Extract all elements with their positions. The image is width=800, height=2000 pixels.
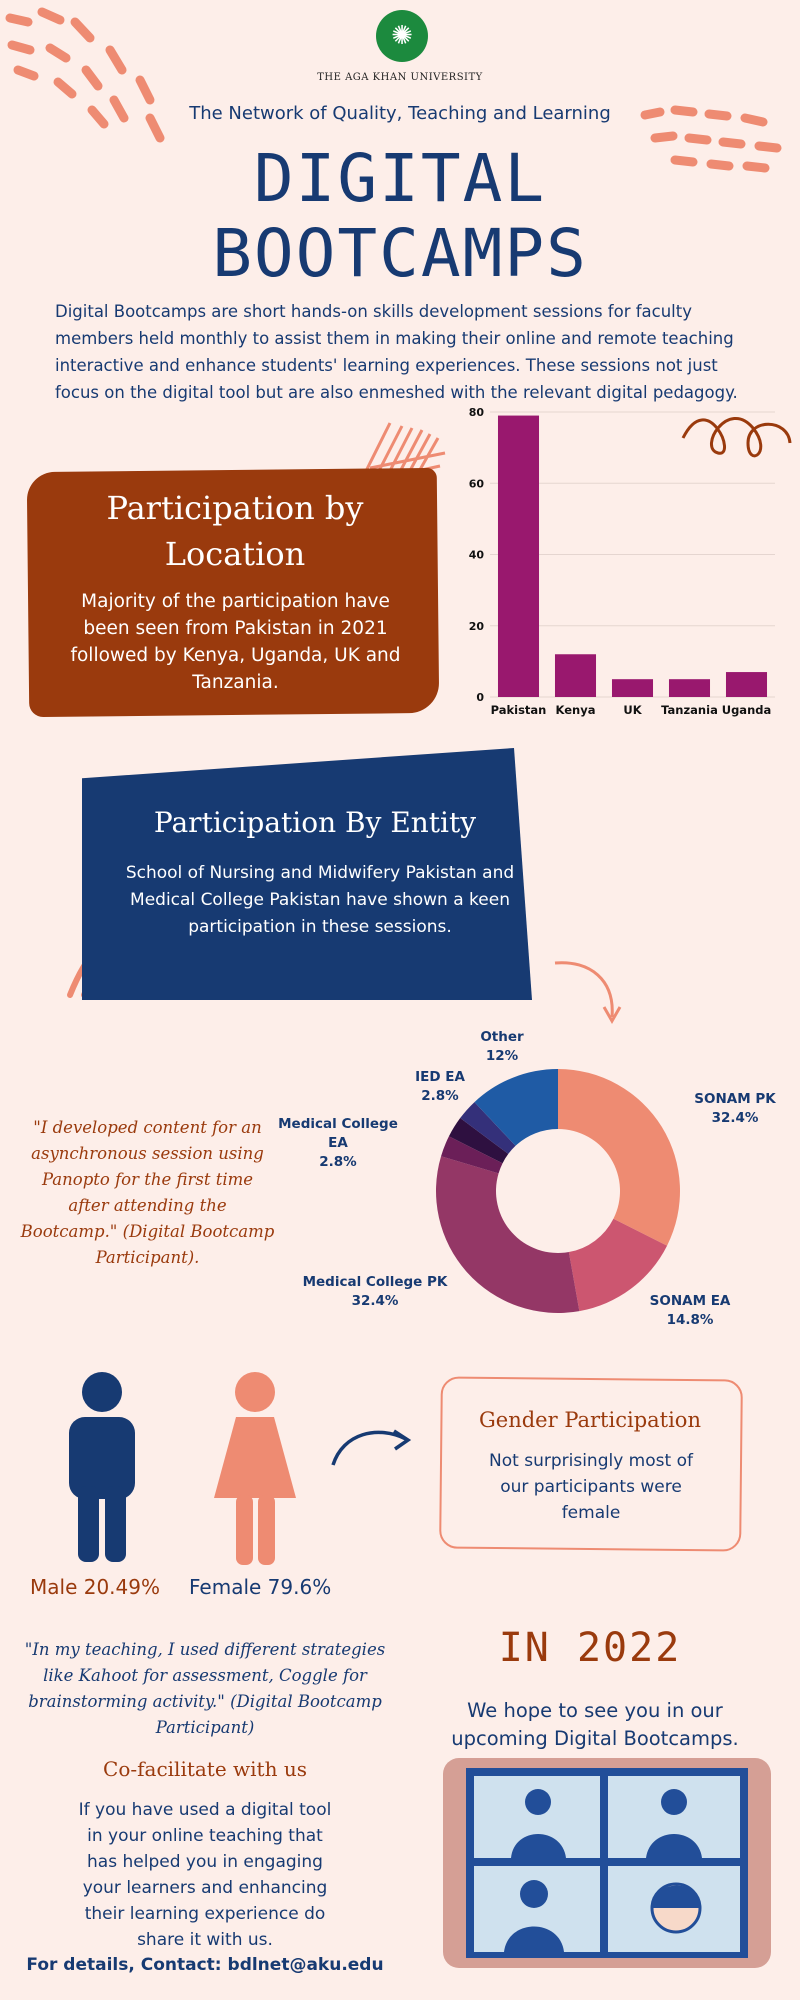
donut-label-name: IED EA [415,1069,465,1085]
bar [725,672,768,697]
network-tagline: The Network of Quality, Teaching and Lea… [189,103,611,124]
intro-paragraph: Digital Bootcamps are short hands-on ski… [55,302,738,402]
bar [554,654,597,697]
donut-label-value: 2.8% [319,1154,357,1170]
video-call-people-icon [504,1789,702,1952]
cofacilitate-title: Co-facilitate with us [103,1757,307,1781]
entity-card [82,748,532,1000]
x-tick-label: UK [623,703,642,717]
contact-line: For details, Contact: bdlnet@aku.edu [26,1955,384,1975]
donut-label: Medical College EA 2.8% [268,1115,408,1172]
x-tick-label: Pakistan [491,703,547,717]
donut-label-value: 32.4% [711,1110,759,1126]
donut-slice [441,1136,503,1174]
donut-label-value: 14.8% [666,1312,714,1328]
donut-label-value: 12% [485,1048,519,1064]
year-2022-text: We hope to see you in our upcoming Digit… [451,1699,739,1750]
donut-slice [460,1102,516,1154]
y-tick-label: 60 [469,477,485,490]
year-2022-title: IN 2022 [498,1625,682,1671]
page-title-line2: BOOTCAMPS [212,215,588,292]
female-figure-icon [214,1372,296,1565]
entity-text: School of Nursing and Midwifery Pakistan… [125,863,515,937]
donut-slice [448,1118,509,1164]
bar [611,679,654,697]
male-percentage: Male 20.49% [30,1575,160,1599]
location-text: Majority of the participation have been … [70,591,401,693]
female-percentage: Female 79.6% [189,1575,332,1599]
x-tick-label: Uganda [722,703,772,717]
x-tick-label: Kenya [556,703,596,717]
gender-text: Not surprisingly most of our participant… [489,1451,693,1523]
donut-label: Medical College PK 32.4% [290,1273,460,1311]
donut-label: SONAM EA 14.8% [630,1292,750,1330]
y-tick-label: 80 [469,406,485,419]
donut-slice [474,1069,558,1146]
donut-label-name: SONAM PK [694,1091,776,1107]
donut-label: Other 12% [462,1028,542,1066]
entity-title: Participation By Entity [153,806,477,839]
y-tick-label: 0 [476,691,484,704]
university-name: THE AGA KHAN UNIVERSITY [317,72,483,83]
donut-label: SONAM PK 32.4% [680,1090,790,1128]
gender-title: Gender Participation [479,1408,701,1432]
entity-donut-chart [436,1069,680,1313]
y-tick-label: 40 [469,549,485,562]
donut-slice [568,1218,668,1312]
curved-arrow-down-icon [554,961,622,1025]
donut-label-name: Medical College PK [302,1274,448,1290]
curved-arrow-right-icon [331,1429,412,1466]
donut-label-value: 32.4% [351,1293,399,1309]
donut-label-name: Medical College EA [278,1116,398,1151]
decorative-scribble-loop [681,417,792,458]
x-tick-label: Tanzania [661,703,718,717]
y-tick-label: 20 [469,620,485,633]
logo-emblem-icon: ✺ [391,21,413,51]
decorative-dashes-top-right [640,105,782,173]
donut-label-name: SONAM EA [649,1293,731,1309]
bar [497,415,540,697]
university-logo: ✺ [376,10,428,62]
male-figure-icon [69,1372,135,1562]
location-bar-chart: 0 20 40 60 80 Pakistan Kenya UK Tanzania Uganda [469,406,775,717]
donut-label-value: 2.8% [421,1088,459,1104]
page-title-line1: DIGITAL [253,140,547,217]
bar [668,679,711,697]
cofacilitate-text: If you have used a digital tool in your … [78,1800,332,1950]
donut-label-name: Other [480,1029,524,1045]
location-title: Participation by Location [106,489,364,573]
video-call-screen [466,1768,748,1958]
participant-quote-2: "In my teaching, I used different strate… [24,1640,386,1737]
decorative-dashes-top-left [5,7,165,143]
donut-slice [436,1156,580,1313]
donut-label: IED EA 2.8% [405,1068,475,1106]
donut-slice [558,1069,680,1246]
participant-quote-1: "I developed content for an asynchronous… [20,1118,275,1267]
